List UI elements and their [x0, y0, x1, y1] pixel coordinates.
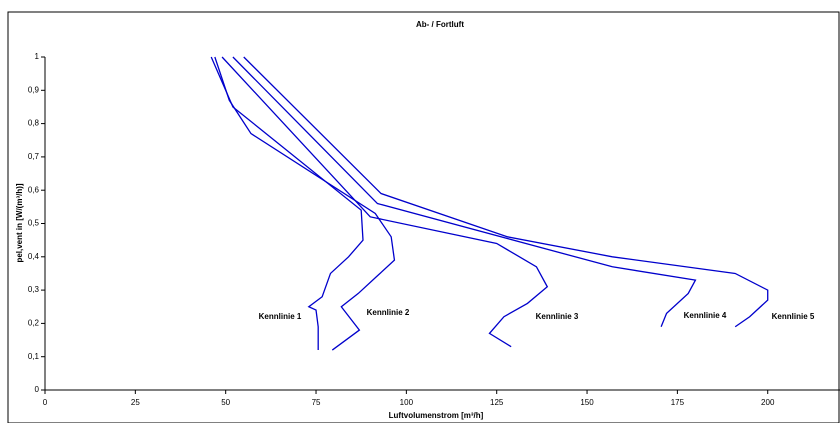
- x-tick-label: 50: [221, 398, 230, 407]
- x-tick-label: 125: [490, 398, 504, 407]
- y-tick-label: 0,7: [28, 152, 40, 161]
- y-tick-label: 0,6: [28, 185, 40, 194]
- x-axis-label: Luftvolumenstrom [m³/h]: [389, 411, 484, 420]
- series-line: [214, 56, 396, 351]
- y-tick-label: 0,8: [28, 119, 40, 128]
- x-tick-label: 200: [761, 398, 775, 407]
- y-tick-label: 0,2: [28, 319, 40, 328]
- series-label: Kennlinie 3: [536, 312, 579, 321]
- y-tick-label: 0,9: [28, 85, 40, 94]
- series-line: [243, 56, 769, 328]
- y-tick-label: 0,5: [28, 219, 40, 228]
- y-tick-label: 0,1: [28, 352, 40, 361]
- y-tick-label: 0: [35, 385, 40, 394]
- y-tick-label: 1: [35, 52, 40, 61]
- series-line: [232, 56, 697, 327]
- series-label: Kennlinie 4: [684, 311, 727, 320]
- x-tick-label: 0: [43, 398, 48, 407]
- y-tick-label: 0,3: [28, 285, 40, 294]
- y-axis-label: pel,vent in [W/(m³/h)]: [15, 183, 24, 262]
- chart-frame: [7, 11, 840, 423]
- y-tick-label: 0,4: [28, 252, 40, 261]
- x-tick-label: 75: [312, 398, 321, 407]
- x-tick-label: 100: [400, 398, 414, 407]
- series-line: [221, 56, 549, 348]
- x-tick-label: 25: [131, 398, 140, 407]
- series-label: Kennlinie 1: [259, 312, 302, 321]
- x-tick-label: 175: [671, 398, 685, 407]
- x-tick-label: 150: [580, 398, 594, 407]
- series-label: Kennlinie 5: [772, 312, 815, 321]
- chart-title: Ab- / Fortluft: [416, 20, 464, 29]
- series-label: Kennlinie 2: [367, 308, 410, 317]
